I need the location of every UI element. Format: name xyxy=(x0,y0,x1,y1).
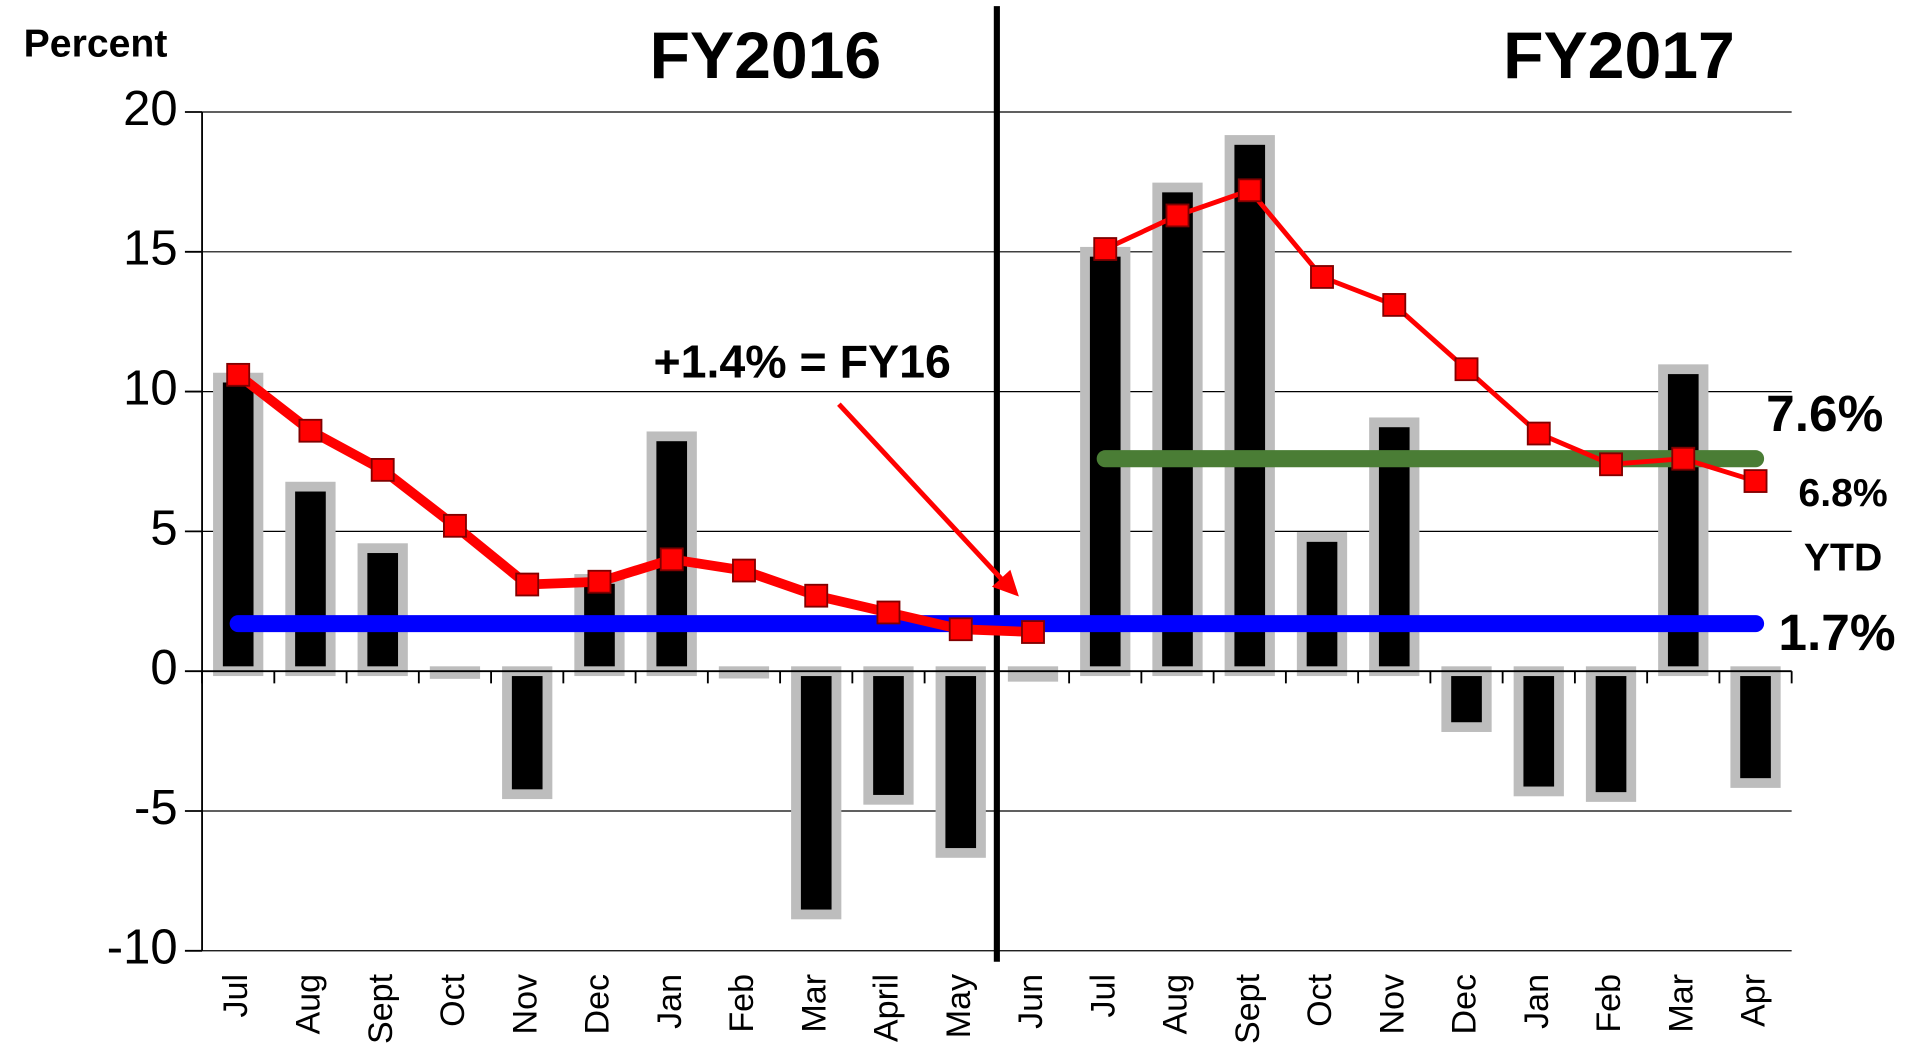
bar xyxy=(1730,666,1781,788)
line-marker xyxy=(1382,293,1407,317)
y-tick-label: -10 xyxy=(107,921,178,975)
x-tick-label: Jun xyxy=(1012,974,1050,1029)
bar xyxy=(285,481,336,677)
line-marker xyxy=(1310,265,1334,289)
line-marker xyxy=(1671,446,1696,471)
line-marker xyxy=(515,572,540,597)
x-tick-label: Oct xyxy=(434,973,472,1027)
x-tick-label: Mar xyxy=(1662,974,1700,1033)
annotation: YTD xyxy=(1804,536,1882,579)
line-marker xyxy=(298,418,323,443)
x-tick-label: Jan xyxy=(1518,974,1556,1029)
line-marker xyxy=(876,600,901,625)
line-marker xyxy=(1093,237,1118,261)
x-tick-label: Aug xyxy=(289,974,327,1035)
y-axis-label: Percent xyxy=(24,23,168,66)
line-marker xyxy=(370,458,395,482)
y-tick-label: 20 xyxy=(123,82,177,136)
x-tick-label: Sept xyxy=(1229,973,1267,1044)
line-marker xyxy=(1237,178,1262,203)
x-tick-label: Apr xyxy=(1735,974,1773,1027)
x-tick-label: Oct xyxy=(1301,973,1339,1027)
line-marker xyxy=(732,558,756,583)
line-marker xyxy=(443,513,467,538)
line-marker xyxy=(1454,357,1479,382)
bar xyxy=(1152,182,1203,677)
x-tick-label: April xyxy=(867,974,905,1042)
line xyxy=(235,370,1034,637)
x-tick-label: Jan xyxy=(651,974,689,1029)
annotation: 6.8% xyxy=(1798,472,1887,515)
x-tick-label: Jul xyxy=(1084,974,1122,1018)
bar xyxy=(1513,666,1564,797)
bar xyxy=(1296,532,1348,677)
x-tick-label: Mar xyxy=(795,974,833,1033)
y-tick-label: 0 xyxy=(150,641,177,695)
x-tick-label: Feb xyxy=(1590,974,1628,1033)
section-title: FY2016 xyxy=(650,18,882,92)
reference-label: 1.7% xyxy=(1778,604,1895,661)
line-marker xyxy=(1021,620,1045,644)
line-marker xyxy=(226,362,251,387)
line-marker xyxy=(804,583,829,608)
x-tick-label: Aug xyxy=(1156,974,1194,1035)
bar xyxy=(1441,666,1492,732)
line-marker xyxy=(659,547,684,572)
bar xyxy=(1224,135,1275,677)
arrow-head xyxy=(991,569,1019,597)
bar xyxy=(502,666,553,800)
x-tick-label: Jul xyxy=(217,974,255,1018)
x-tick-label: Dec xyxy=(578,974,616,1035)
x-tick-label: May xyxy=(940,973,978,1038)
x-tick-label: Sept xyxy=(362,973,400,1044)
annotation: +1.4% = FY16 xyxy=(653,336,950,388)
reference-label: 7.6% xyxy=(1766,385,1883,442)
x-tick-label: Feb xyxy=(723,974,761,1033)
x-tick-label: Nov xyxy=(1373,974,1411,1035)
line-marker xyxy=(948,617,973,642)
y-tick-label: 10 xyxy=(123,362,177,416)
line-marker xyxy=(1165,203,1190,228)
bar xyxy=(1585,666,1637,802)
y-tick-label: -5 xyxy=(134,781,178,835)
section-title: FY2017 xyxy=(1503,18,1735,92)
bar xyxy=(935,666,986,858)
bar xyxy=(791,666,842,920)
line-marker xyxy=(587,569,612,594)
x-tick-label: Nov xyxy=(506,974,544,1035)
y-tick-label: 15 xyxy=(123,222,177,276)
x-tick-label: Dec xyxy=(1445,974,1483,1035)
line-marker xyxy=(1599,452,1623,477)
line xyxy=(1104,187,1757,484)
bar xyxy=(357,543,408,677)
line-marker xyxy=(1526,421,1551,446)
bar xyxy=(863,666,914,805)
y-tick-label: 5 xyxy=(150,501,177,555)
line-marker xyxy=(1743,469,1768,493)
annotation-arrow xyxy=(837,402,1007,584)
